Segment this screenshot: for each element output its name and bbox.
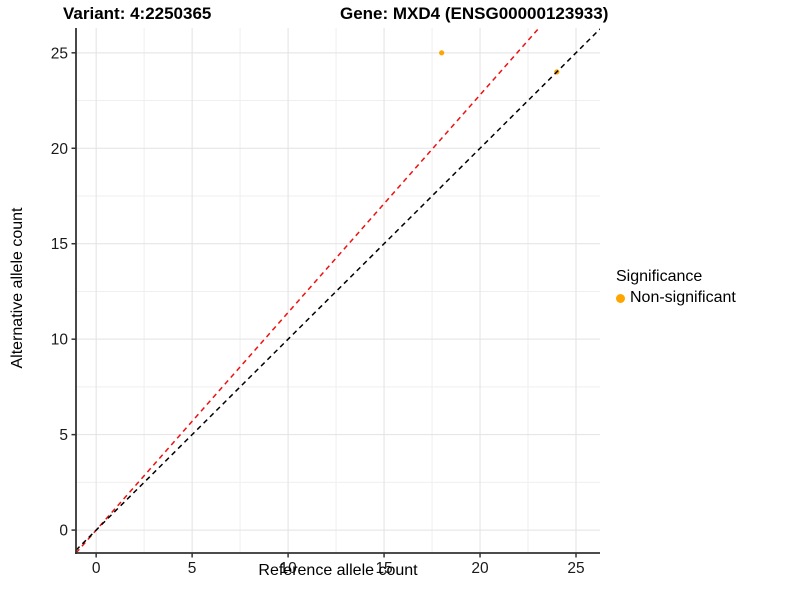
legend: Significance Non-significant: [616, 268, 736, 307]
y-tick-label: 25: [51, 45, 68, 62]
x-tick-label: 10: [279, 560, 297, 577]
data-point: [439, 50, 445, 56]
variant-title: Variant: 4:2250365: [63, 4, 212, 23]
y-tick-label: 20: [51, 141, 69, 158]
identity-line: [76, 28, 600, 551]
y-tick-label: 15: [51, 236, 68, 253]
x-tick-label: 5: [188, 560, 197, 577]
expected-ratio-line: [76, 28, 540, 553]
y-tick-label: 5: [59, 427, 68, 444]
x-tick-label: 20: [471, 560, 489, 577]
y-tick-label: 10: [51, 332, 69, 349]
legend-item: Non-significant: [616, 289, 736, 307]
gene-title: Gene: MXD4 (ENSG00000123933): [340, 4, 609, 23]
legend-point-swatch: [616, 293, 625, 303]
y-tick-label: 0: [59, 523, 68, 540]
x-tick-label: 15: [375, 560, 392, 577]
x-tick-label: 25: [567, 560, 584, 577]
x-axis-title: Reference allele count: [258, 562, 418, 579]
x-tick-label: 0: [92, 560, 101, 577]
y-axis-title: Alternative allele count: [9, 207, 26, 369]
legend-item-label: Non-significant: [630, 289, 736, 306]
legend-title: Significance: [616, 268, 703, 285]
